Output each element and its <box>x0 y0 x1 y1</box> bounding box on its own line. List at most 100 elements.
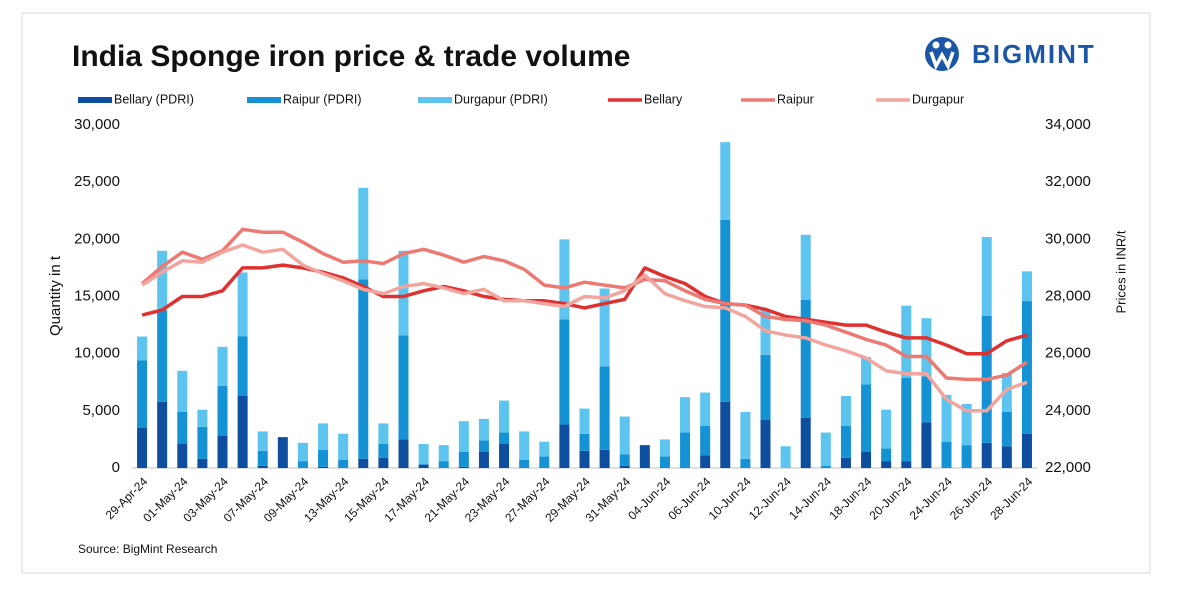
bar-segment <box>478 418 489 441</box>
price-line <box>141 243 1028 413</box>
y2-tick-label: 26,000 <box>1045 345 1091 362</box>
bar-segment <box>639 445 650 468</box>
bar-segment <box>720 401 731 468</box>
bar-segment <box>961 403 972 446</box>
bar-segment <box>599 288 610 367</box>
bar-segment <box>1021 271 1032 302</box>
bar-segment <box>800 417 811 468</box>
bar-segment <box>539 456 550 468</box>
bar-segment <box>398 250 409 336</box>
bar-segment <box>700 425 711 456</box>
y-tick-label: 0 <box>112 459 120 476</box>
bar-segment <box>840 395 851 426</box>
bar-segment <box>257 431 268 451</box>
bar-segment <box>398 335 409 440</box>
bar-segment <box>780 446 791 468</box>
bar-segment <box>700 392 711 426</box>
bar-segment <box>921 422 932 468</box>
y-tick-label: 10,000 <box>74 345 120 362</box>
y-tick-label: 25,000 <box>74 173 120 190</box>
chart-title: India Sponge iron price & trade volume <box>72 40 630 73</box>
bar-segment <box>1001 411 1012 447</box>
y2-tick-label: 28,000 <box>1045 287 1091 304</box>
bar-segment <box>177 443 188 468</box>
bar-segment <box>197 426 208 459</box>
bar-segment <box>137 427 148 468</box>
bar-segment <box>861 451 872 468</box>
bar-segment <box>217 435 228 468</box>
bar-segment <box>438 461 449 468</box>
bar-segment <box>619 454 630 466</box>
bar-segment <box>901 461 912 468</box>
bar-segment <box>318 466 329 468</box>
bar-segment <box>157 250 168 311</box>
bar-segment <box>237 336 248 396</box>
bar-segment <box>257 450 268 466</box>
bar-segment <box>700 455 711 468</box>
bar-segment <box>800 299 811 418</box>
bar-segment <box>499 432 510 444</box>
y-axis-title: Quantity in t <box>47 255 64 336</box>
bar-segment <box>820 465 831 468</box>
bar-segment <box>137 336 148 361</box>
bar-segment <box>499 443 510 468</box>
bar-segment <box>1021 301 1032 434</box>
legend-swatch <box>247 97 281 103</box>
source-note: Source: BigMint Research <box>78 542 217 556</box>
bar-segment <box>197 458 208 468</box>
bar-segment <box>458 421 469 452</box>
price-line <box>141 263 1028 356</box>
bar-segment <box>800 234 811 300</box>
bar-segment <box>861 384 872 452</box>
y-tick-label: 20,000 <box>74 230 120 247</box>
bar-segment <box>981 442 992 468</box>
bar-segment <box>358 279 369 459</box>
logo-icon <box>925 37 959 71</box>
y-tick-label: 5,000 <box>82 402 120 419</box>
bar-segment <box>318 423 329 450</box>
y2-tick-label: 24,000 <box>1045 402 1091 419</box>
bar-segment <box>378 423 389 444</box>
bar-segment <box>458 451 469 467</box>
bar-segment <box>840 457 851 468</box>
legend-swatch <box>418 97 452 103</box>
legend-label: Bellary (PDRI) <box>114 92 194 106</box>
bar-segment <box>941 394 952 442</box>
bar-segment <box>478 451 489 468</box>
legend-label: Durgapur (PDRI) <box>454 92 548 106</box>
bar-segment <box>740 411 751 459</box>
bar-segment <box>499 400 510 433</box>
bar-segment <box>961 445 972 468</box>
bar-segment <box>720 219 731 402</box>
y-tick-label: 30,000 <box>74 116 120 133</box>
bar-segment <box>418 443 429 465</box>
bar-segment <box>177 370 188 412</box>
bar-segment <box>760 419 771 468</box>
price-line <box>140 227 1028 382</box>
bar-segment <box>579 408 590 434</box>
bar-segment <box>559 239 570 320</box>
bar-segment <box>760 354 771 420</box>
legend-label: Raipur (PDRI) <box>283 92 362 106</box>
bar-segment <box>599 366 610 450</box>
bar-segment <box>559 319 570 425</box>
logo-text: BIGMINT <box>972 39 1096 69</box>
bar-segment <box>559 424 570 468</box>
bar-segment <box>1001 373 1012 412</box>
bar-segment <box>318 449 329 467</box>
bar-segment <box>840 425 851 458</box>
bar-segment <box>861 357 872 385</box>
bar-segment <box>579 450 590 468</box>
bar-segment <box>1021 433 1032 468</box>
bar-segment <box>358 187 369 280</box>
y-tick-label: 15,000 <box>74 287 120 304</box>
bar-segment <box>277 437 288 468</box>
y2-tick-label: 22,000 <box>1045 459 1091 476</box>
bar-segment <box>659 456 670 468</box>
bar-segment <box>619 416 630 455</box>
y2-tick-label: 34,000 <box>1045 116 1091 133</box>
bar-segment <box>197 409 208 427</box>
bar-segment <box>438 445 449 462</box>
bar-segment <box>941 441 952 468</box>
bar-segment <box>820 432 831 466</box>
